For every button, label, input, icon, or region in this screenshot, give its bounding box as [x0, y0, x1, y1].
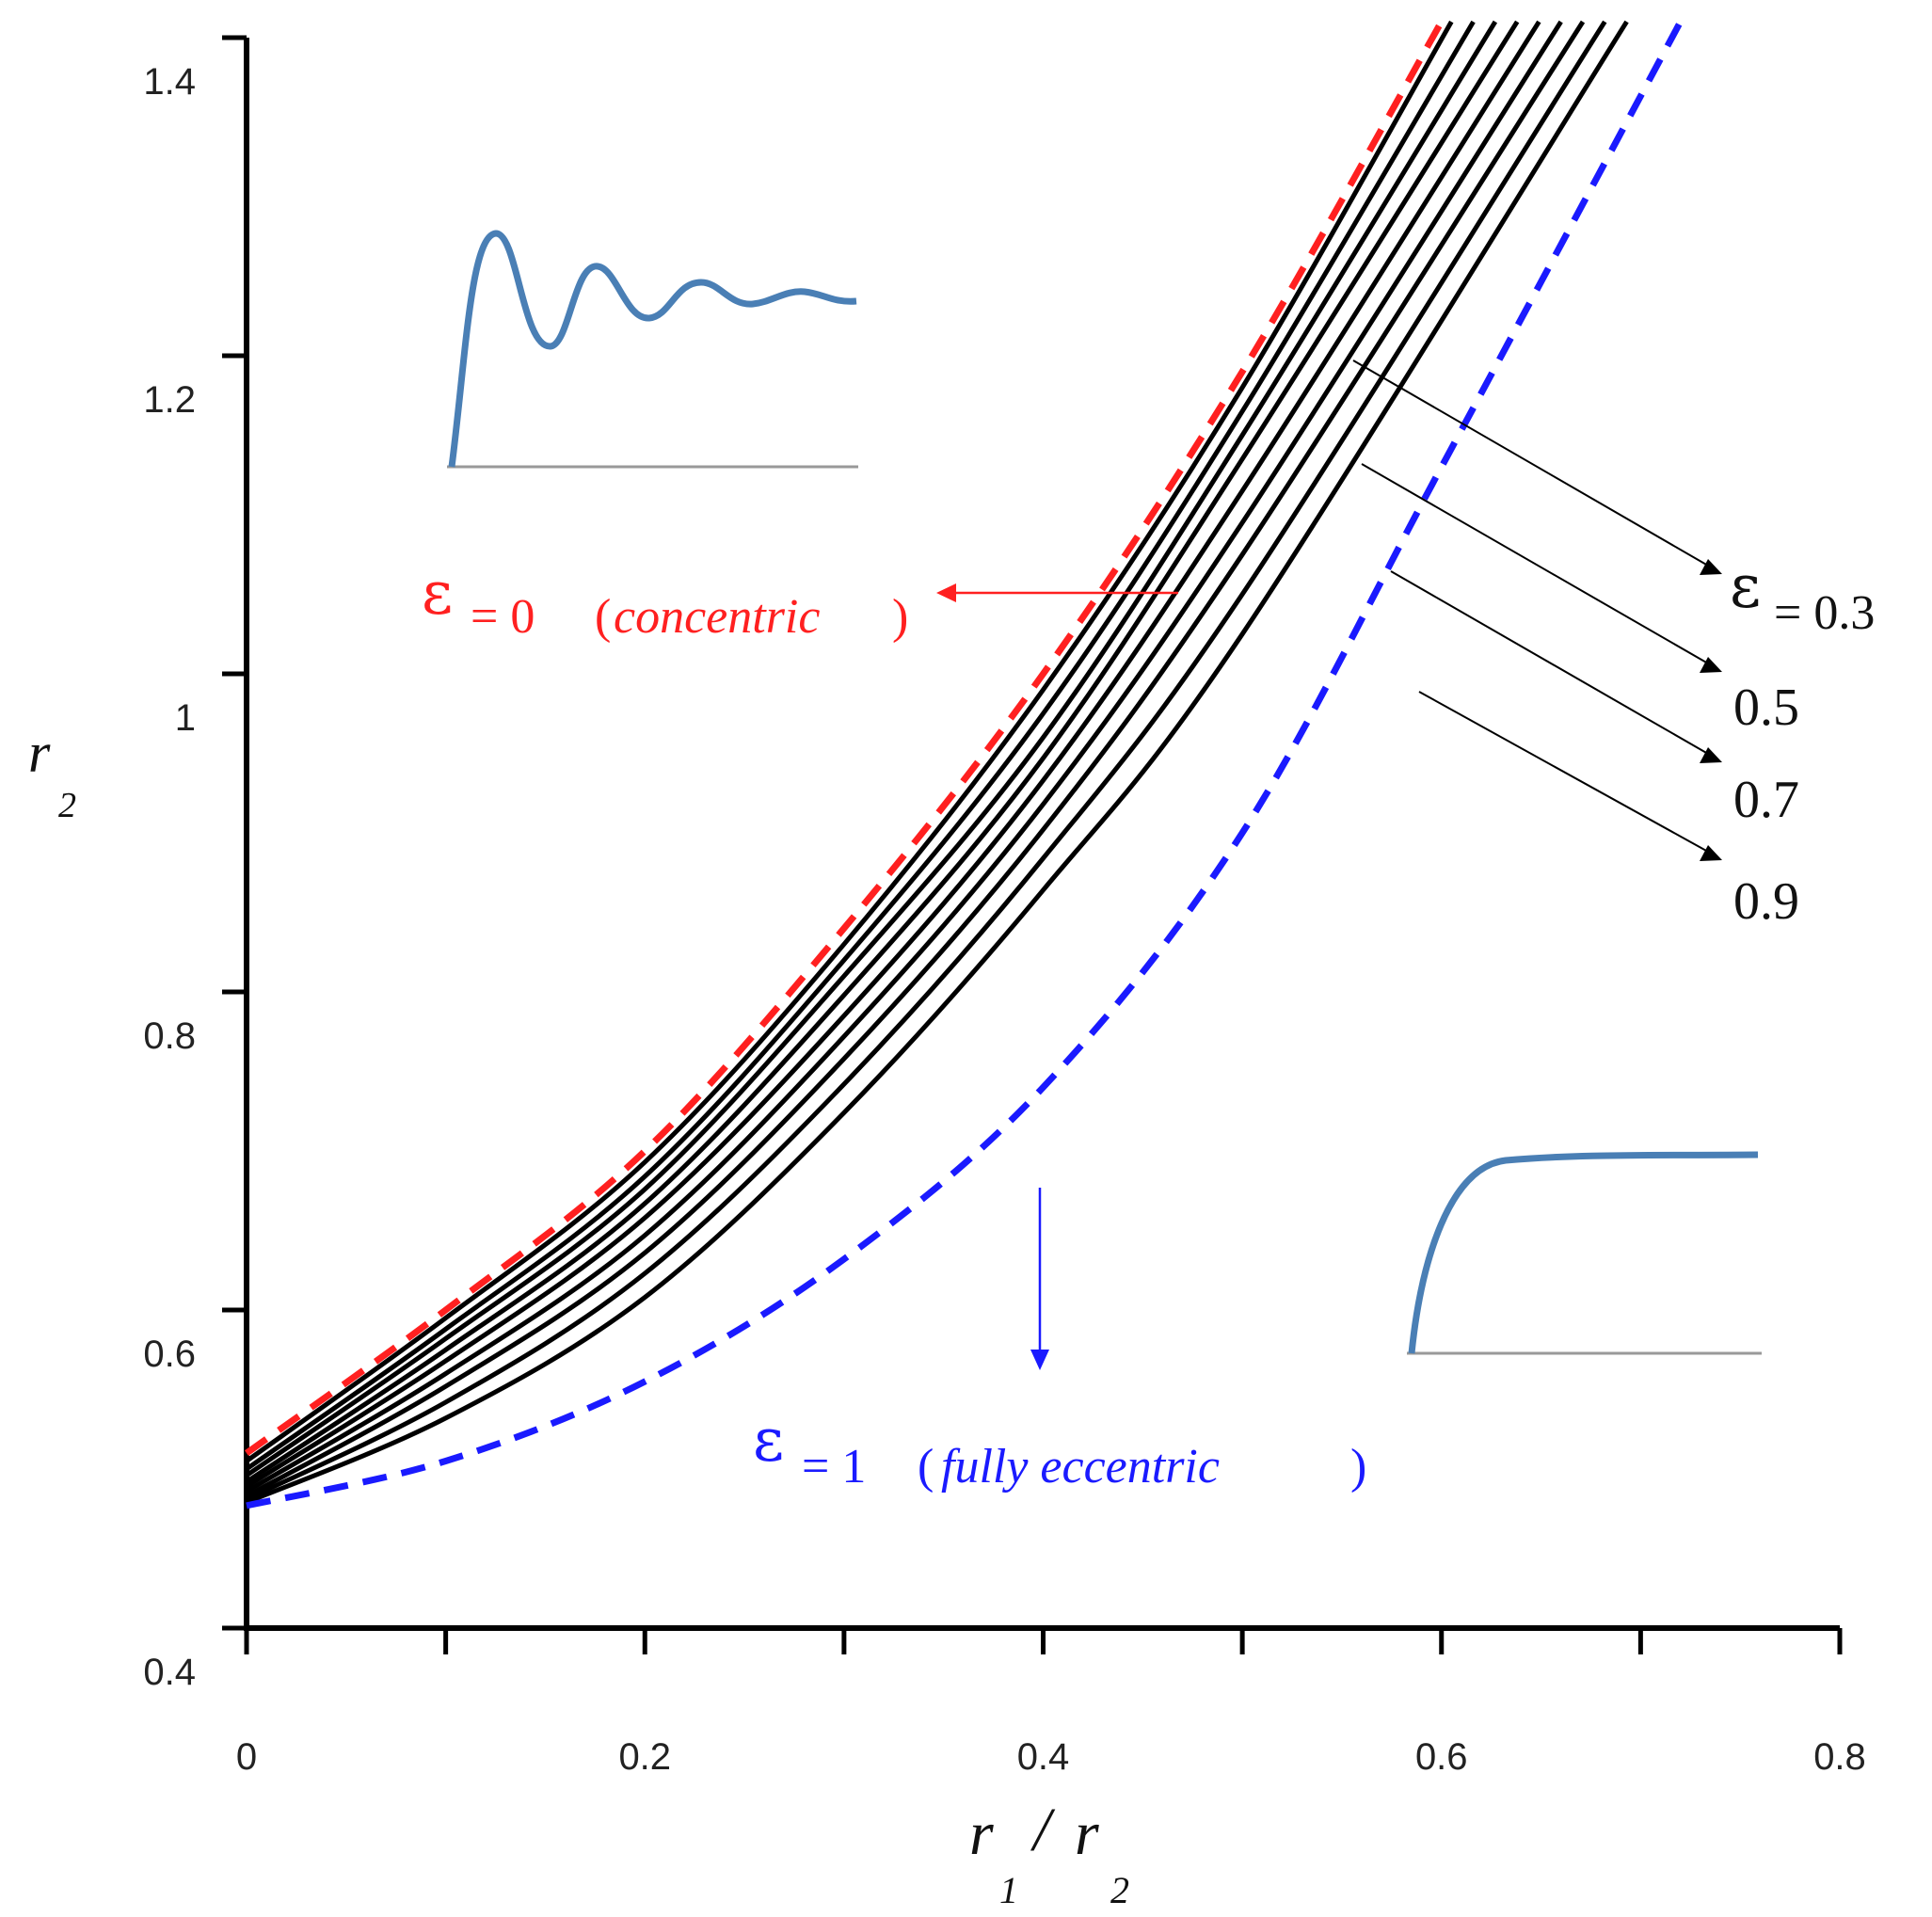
- inset-damped-oscillation: [447, 230, 858, 469]
- eccentric-note: fully eccentric: [941, 1440, 1220, 1494]
- x-axis-title-r2-sub: 2: [1110, 1869, 1129, 1911]
- concentric-close-paren: ): [892, 590, 908, 644]
- eccentric-open-paren: (: [918, 1440, 934, 1494]
- series-line: [245, 20, 1541, 1489]
- series-line: [245, 20, 1607, 1502]
- eccentric-arrow: [1030, 1188, 1049, 1370]
- y-ticks: 0.4 0.6 0.8 1 1.2 1.4: [143, 35, 247, 1693]
- inset-rise-curve: [1408, 1151, 1759, 1354]
- x-ticks: 0 0.2 0.4 0.6 0.8: [236, 1628, 1866, 1778]
- y-axis-title: r 2: [28, 722, 76, 825]
- inset-monotonic: [1407, 1151, 1762, 1355]
- series-line: [246, 20, 1629, 1505]
- eps-first-value: = 0.3: [1774, 586, 1875, 640]
- eccentric-eq: = 1: [802, 1440, 866, 1494]
- eps-arrows: [1352, 359, 1722, 861]
- eps-value-labels: ε = 0.3 0.5 0.7 0.9: [1730, 552, 1875, 931]
- y-tick-label: 0.4: [143, 1652, 196, 1693]
- y-tick-label: 0.6: [143, 1334, 196, 1375]
- eps-symbol: ε: [1730, 552, 1761, 622]
- y-tick-label: 1.4: [143, 61, 196, 103]
- concentric-open-paren: (: [595, 590, 611, 644]
- x-axis-title-r1-sub: 1: [999, 1869, 1018, 1911]
- series-line: [245, 20, 1520, 1484]
- concentric-eps-symbol: ε: [422, 559, 453, 629]
- x-axis-title: r 1 / r 2: [969, 1796, 1129, 1911]
- eccentric-eps-symbol: ε: [753, 1406, 784, 1476]
- x-axis-title-r2: r: [1075, 1799, 1099, 1868]
- y-tick-label: 1: [175, 697, 196, 739]
- eccentric-close-paren: ): [1350, 1440, 1366, 1494]
- x-axis-title-slash: /: [1030, 1796, 1056, 1864]
- series-line: [245, 20, 1563, 1494]
- x-tick-label: 0.8: [1813, 1736, 1866, 1778]
- x-axis-title-r1: r: [969, 1799, 994, 1868]
- inset-oscillation-curve: [448, 230, 857, 468]
- concentric-arrow: [936, 583, 1178, 602]
- x-tick-label: 0: [236, 1736, 257, 1778]
- series-line: [244, 20, 1445, 1456]
- eccentric-label: ε = 1 ( fully eccentric ): [753, 1406, 1366, 1494]
- concentric-note: concentric: [614, 590, 820, 644]
- eps-value-label: 0.5: [1733, 679, 1799, 737]
- eps-value-label: 0.7: [1733, 771, 1799, 829]
- y-tick-label: 1.2: [143, 379, 196, 421]
- x-tick-label: 0.2: [618, 1736, 671, 1778]
- concentric-eq: = 0: [471, 590, 535, 644]
- series-line: [245, 20, 1476, 1472]
- x-tick-label: 0.6: [1415, 1736, 1468, 1778]
- eps-value-label: 0.9: [1733, 872, 1799, 931]
- concentric-label: ε = 0 ( concentric ): [422, 559, 908, 644]
- series-line: [245, 20, 1454, 1463]
- y-axis-title-sub: 2: [58, 786, 76, 825]
- y-tick-label: 0.8: [143, 1015, 196, 1057]
- series-line: [245, 20, 1586, 1498]
- series-layer: [244, 20, 1684, 1510]
- x-tick-label: 0.4: [1017, 1736, 1070, 1778]
- series-line: [246, 20, 1684, 1510]
- series-line: [245, 20, 1498, 1478]
- y-axis-title-r: r: [28, 722, 51, 784]
